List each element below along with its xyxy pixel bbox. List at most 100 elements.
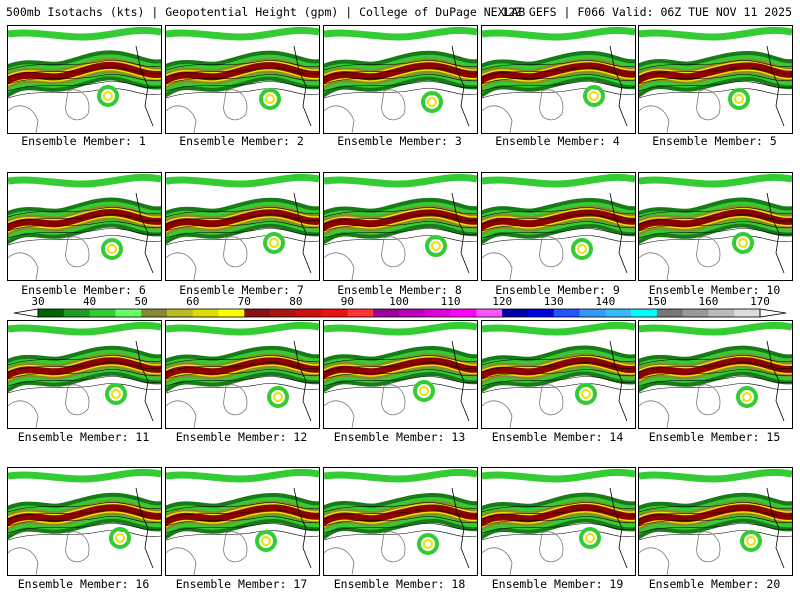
colorbar-bar <box>13 308 787 318</box>
northern-jet-band <box>324 173 477 188</box>
jet-core-band <box>8 357 161 380</box>
jet-core-band <box>482 209 635 232</box>
land-outline <box>166 252 197 280</box>
height-contour <box>8 376 161 387</box>
ensemble-map-panel <box>638 320 793 429</box>
colorbar-swatch <box>347 309 374 317</box>
northern-jet-band <box>166 468 319 483</box>
jet-core-band <box>8 209 161 232</box>
ensemble-member-caption: Ensemble Member: 3 <box>337 134 462 148</box>
ensemble-member-caption: Ensemble Member: 17 <box>175 577 308 591</box>
land-outline <box>65 236 90 268</box>
height-contour <box>324 523 477 534</box>
colorbar-tick-label: 110 <box>440 295 461 308</box>
coastline <box>135 192 154 274</box>
height-contour <box>482 376 635 387</box>
colorbar-tick-label: 160 <box>698 295 719 308</box>
colorbar-tick-label: 30 <box>31 295 45 308</box>
cutoff-low-core <box>746 536 756 546</box>
northern-jet-band <box>482 26 635 41</box>
jet-core-band <box>482 504 635 527</box>
cutoff-low-swirl <box>583 85 605 107</box>
ensemble-member-caption: Ensemble Member: 12 <box>175 430 308 444</box>
northern-jet-band <box>639 173 792 188</box>
land-outline <box>65 531 90 563</box>
ensemble-member-caption: Ensemble Member: 9 <box>495 283 620 297</box>
colorbar-swatch <box>605 309 632 317</box>
land-outline <box>166 400 197 428</box>
height-contour <box>166 228 319 239</box>
jet-core-band <box>639 504 792 527</box>
height-contour <box>482 81 635 92</box>
height-contour <box>482 523 635 534</box>
colorbar-swatch <box>579 309 606 317</box>
jet-core-band <box>166 209 319 232</box>
land-outline <box>8 252 39 280</box>
height-contour <box>8 81 161 92</box>
colorbar-swatch <box>399 309 426 317</box>
coastline <box>609 340 628 422</box>
height-contour <box>324 221 477 232</box>
ensemble-member-caption: Ensemble Member: 8 <box>337 283 462 297</box>
coastline <box>135 487 154 569</box>
ensemble-map-panel <box>481 172 636 281</box>
coastline <box>451 340 470 422</box>
height-contour <box>166 221 319 232</box>
colorbar-swatch <box>192 309 219 317</box>
cutoff-low-swirl <box>740 530 762 552</box>
cutoff-low-swirl <box>425 235 447 257</box>
land-outline <box>381 531 406 563</box>
colorbar-swatch <box>89 309 116 317</box>
height-contour <box>166 530 319 541</box>
jet-core-band <box>482 356 635 380</box>
northern-jet-band <box>324 321 477 336</box>
coastline <box>609 487 628 569</box>
colorbar-tick-label: 70 <box>237 295 251 308</box>
height-contour <box>482 235 635 246</box>
colorbar-swatch <box>553 309 580 317</box>
height-contour <box>166 207 319 218</box>
cutoff-low-swirl <box>571 238 593 260</box>
colorbar-swatch <box>141 309 168 317</box>
ensemble-map-panel <box>638 172 793 281</box>
height-contour <box>166 383 319 394</box>
cutoff-low-core <box>107 244 117 254</box>
height-contour <box>8 207 161 218</box>
northern-jet-band <box>482 321 635 336</box>
coastline <box>609 45 628 127</box>
height-contour <box>639 235 792 246</box>
northern-jet-band <box>8 26 161 41</box>
land-outline <box>223 384 248 416</box>
height-contour <box>639 530 792 541</box>
height-contour <box>8 355 161 366</box>
ensemble-member-caption: Ensemble Member: 13 <box>333 430 466 444</box>
cutoff-low-swirl <box>259 88 281 110</box>
ensemble-member-caption: Ensemble Member: 7 <box>179 283 304 297</box>
colorbar-swatch <box>321 309 348 317</box>
cutoff-low-core <box>419 386 429 396</box>
height-contour <box>639 207 792 218</box>
coastline <box>766 45 785 127</box>
coastline <box>293 45 312 127</box>
height-contour <box>639 523 792 534</box>
ensemble-map-panel <box>481 320 636 429</box>
colorbar-swatch <box>244 309 271 317</box>
land-outline <box>539 236 564 268</box>
header-run-info: 12Z GEFS | F066 Valid: 06Z TUE NOV 11 20… <box>501 5 792 19</box>
ensemble-member-caption: Ensemble Member: 10 <box>648 283 781 297</box>
jet-core-band <box>8 61 161 85</box>
height-contour <box>8 516 161 527</box>
colorbar-swatch <box>218 309 245 317</box>
height-contour <box>482 228 635 239</box>
ensemble-member-caption: Ensemble Member: 2 <box>179 134 304 148</box>
jet-core-band <box>324 209 477 232</box>
coastline <box>451 45 470 127</box>
height-contour <box>639 502 792 513</box>
cutoff-low-core <box>261 536 271 546</box>
colorbar-tick-label: 150 <box>646 295 667 308</box>
northern-jet-band <box>166 26 319 41</box>
jet-core-band <box>482 62 635 85</box>
cutoff-low-swirl <box>579 527 601 549</box>
height-contour <box>324 74 477 85</box>
height-contour <box>324 369 477 380</box>
